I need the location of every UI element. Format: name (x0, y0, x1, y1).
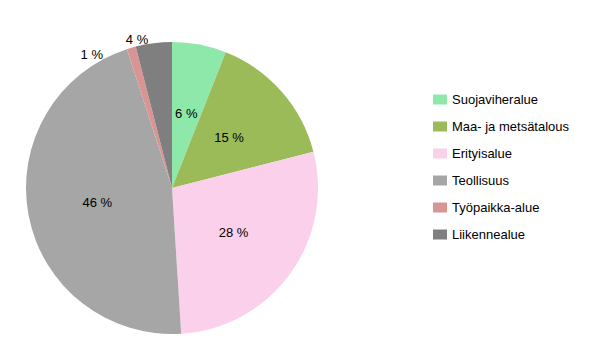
svg-text:Teollisuus: Teollisuus (452, 173, 510, 188)
svg-text:Maa- ja metsätalous: Maa- ja metsätalous (452, 119, 570, 134)
svg-text:4 %: 4 % (126, 32, 149, 47)
svg-text:6 %: 6 % (175, 106, 198, 121)
svg-text:28 %: 28 % (219, 225, 249, 240)
svg-text:Työpaikka-alue: Työpaikka-alue (452, 200, 539, 215)
svg-text:Suojaviheralue: Suojaviheralue (452, 92, 538, 107)
svg-text:1 %: 1 % (81, 47, 104, 62)
svg-text:Liikennealue: Liikennealue (452, 227, 525, 242)
svg-text:15 %: 15 % (214, 130, 244, 145)
svg-text:46 %: 46 % (83, 195, 113, 210)
svg-text:Erityisalue: Erityisalue (452, 146, 512, 161)
